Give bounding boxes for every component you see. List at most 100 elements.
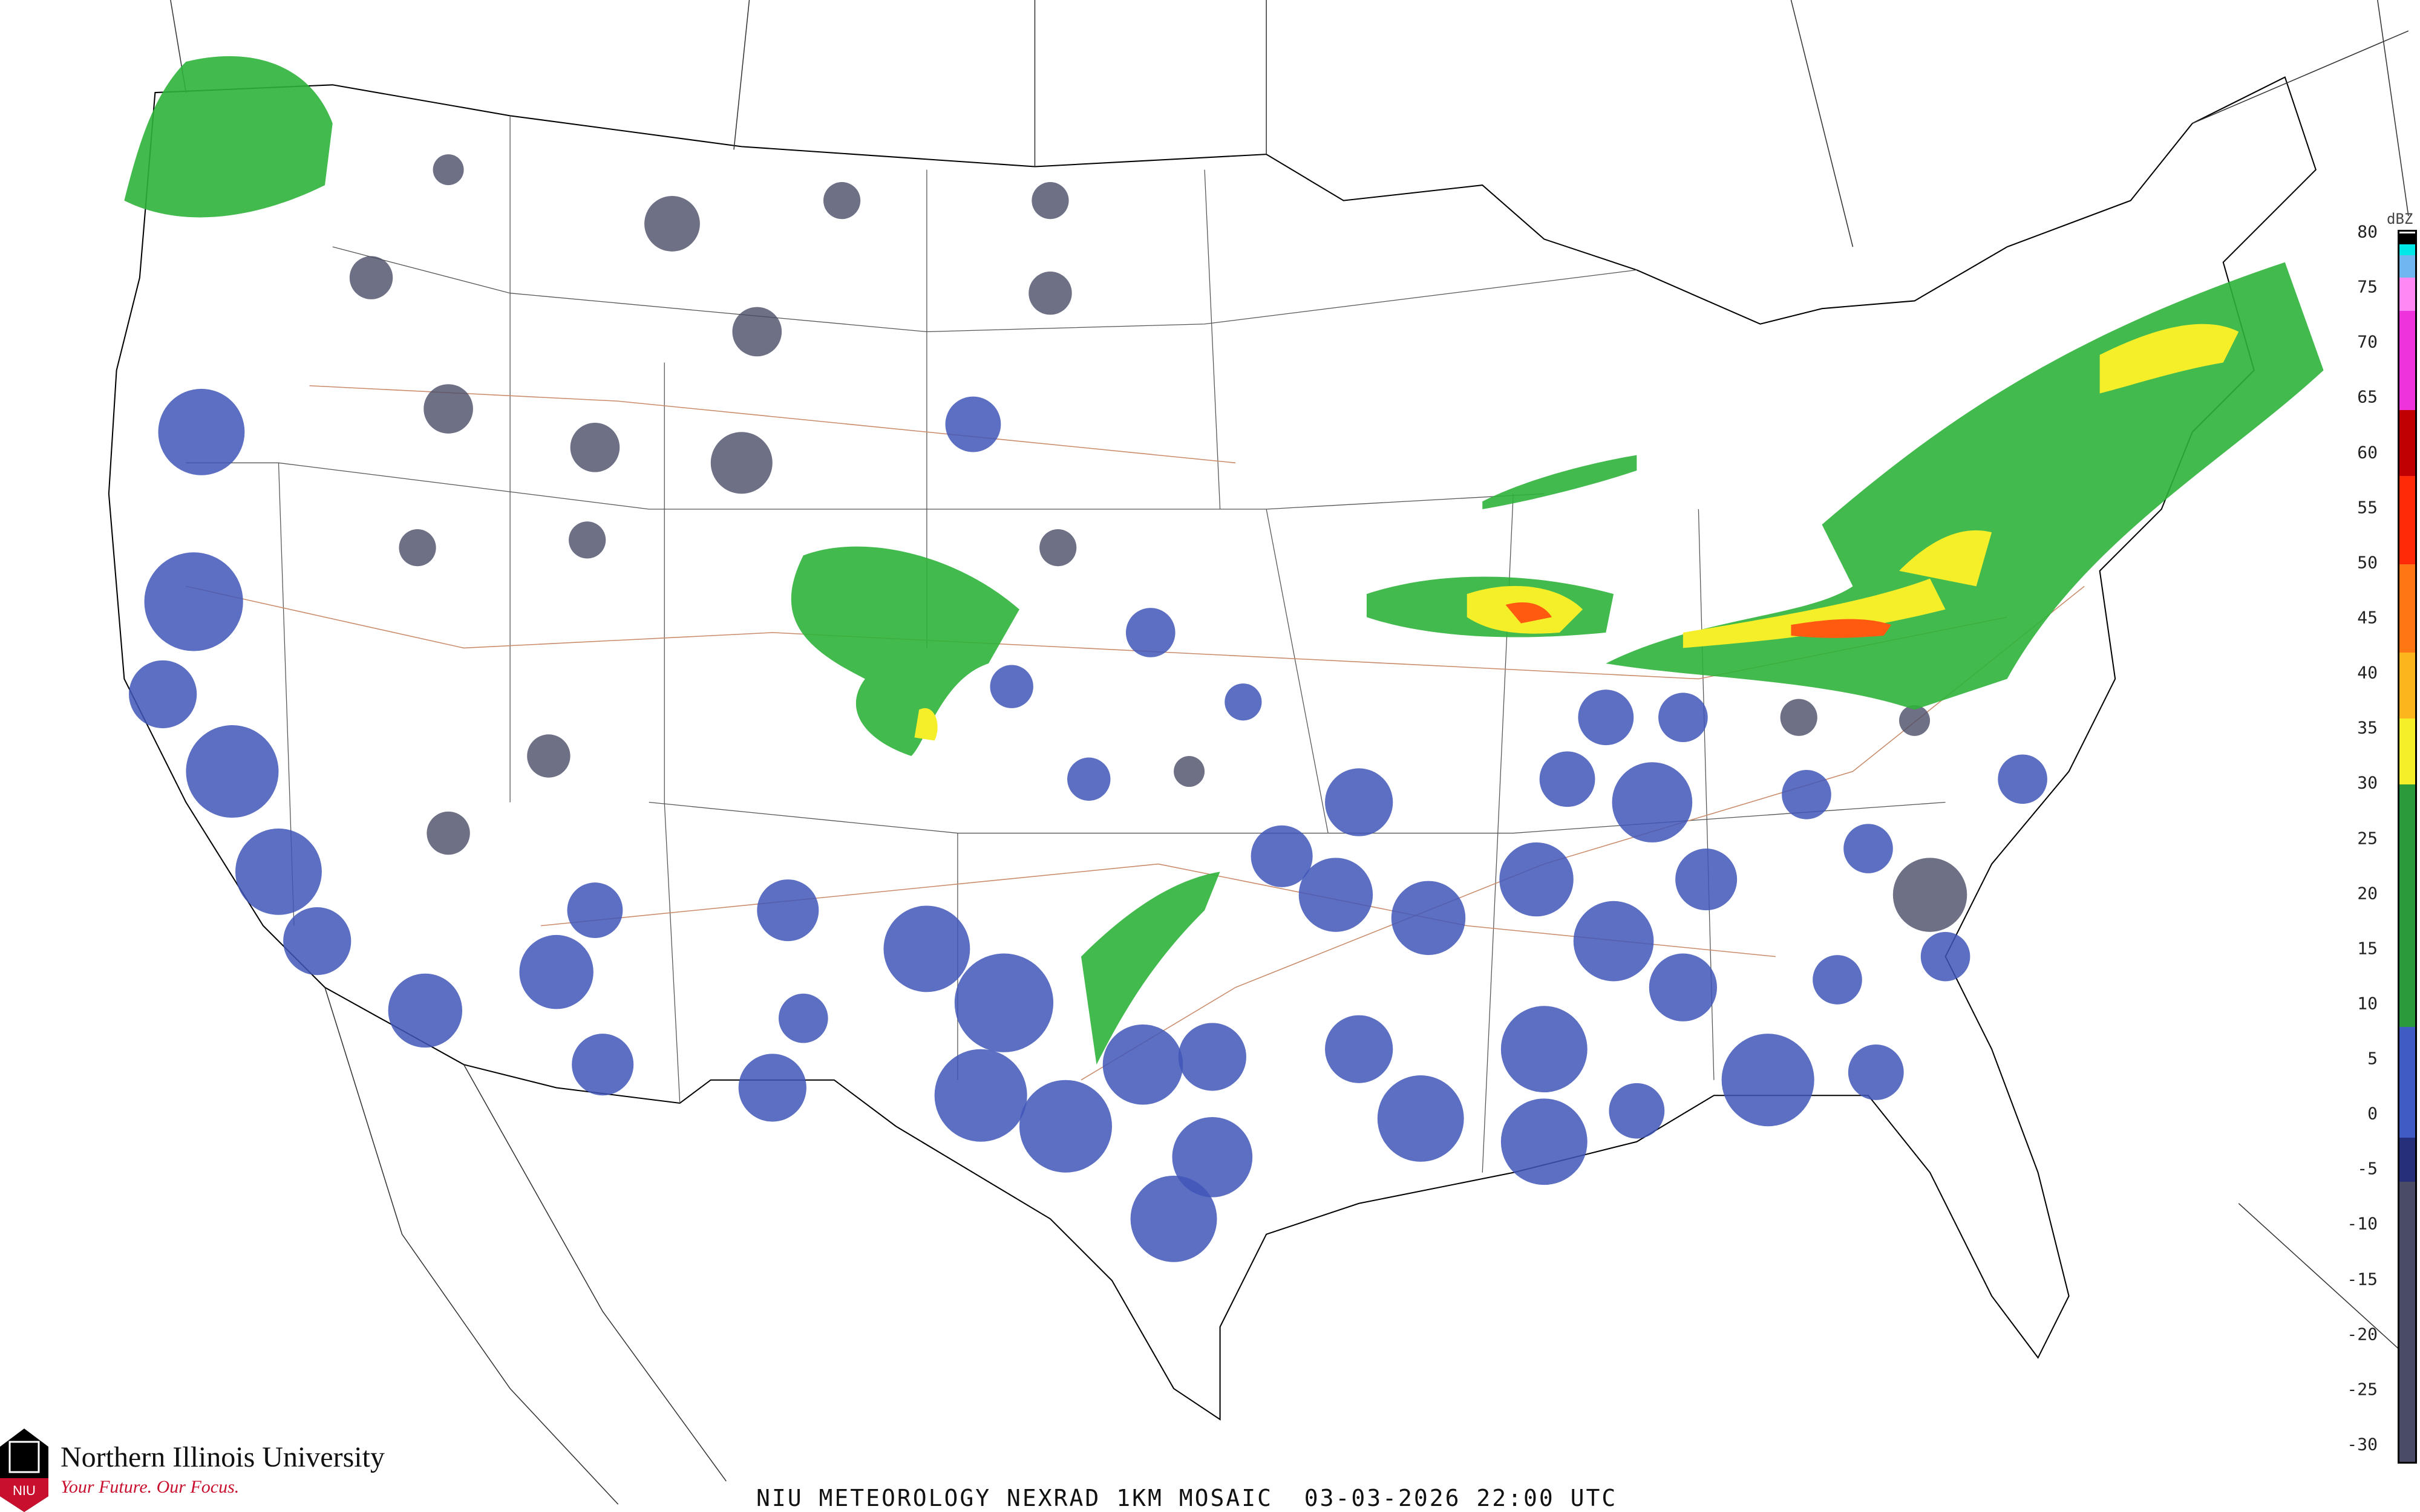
radar-echo-light [1780,699,1817,736]
state-border [332,246,1637,333]
legend-tick-label: 70 [2357,331,2378,352]
radar-echoes [129,154,2047,1262]
radar-echo-weak [235,828,322,915]
legend-color-segment [2399,719,2415,785]
boundary-line [1790,0,1854,247]
radar-echo-light [427,811,470,855]
radar-echo-weak [1102,1024,1183,1105]
map-caption: NIU METEOROLOGY NEXRAD 1KM MOSAIC 03-03-… [756,1485,1618,1511]
state-border [649,801,1946,834]
radar-echo-weak [1843,824,1893,873]
radar-echo-weak [1573,901,1654,982]
radar-echo-light [732,307,782,357]
radar-echo-light [349,256,393,299]
radar-echo-light [570,422,620,472]
boundary-line [2238,1203,2409,1358]
boundary-line [2192,30,2409,124]
radar-echo-weak [1130,1175,1217,1262]
radar-echo-weak [283,907,352,976]
legend-tick-label: 0 [2367,1103,2378,1124]
radar-echo-weak [883,905,970,992]
legend-tick-label: -30 [2347,1434,2378,1455]
dbz-color-legend [2398,230,2417,1464]
radar-echo-light [1899,705,1931,736]
radar-echo-weak [990,665,1033,708]
interstate-road [1081,585,2085,1081]
legend-tick-label: 65 [2357,386,2378,407]
radar-echo-light [569,521,606,559]
radar-echo-light [1039,529,1077,567]
legend-tick-label: -25 [2347,1379,2378,1400]
radar-echo-light [644,195,700,252]
radar-echo-weak [1067,757,1111,801]
radar-echo-light [1028,271,1072,315]
legend-tick-label: 60 [2357,442,2378,463]
legend-tick-label: 75 [2357,276,2378,297]
radar-echo-weak [1658,692,1708,743]
radar-echo-weak [1721,1034,1814,1127]
legend-color-segment [2399,310,2415,410]
state-border [664,802,681,1104]
legend-tick-label: -15 [2347,1269,2378,1289]
precip-core-heavy [1683,578,1946,648]
radar-echo-weak [1019,1080,1113,1173]
radar-echo-weak [934,1049,1027,1142]
legend-color-segment [2399,1137,2415,1182]
legend-unit: dBZ [2387,210,2413,227]
precip-band-moderate [1081,872,1220,1065]
precip-core-heavy [1899,530,1992,587]
legend-tick-label: 30 [2357,772,2378,793]
radar-echo-weak [567,882,623,939]
legend-color-segment [2399,233,2415,245]
legend-color-segment [2399,255,2415,278]
conus-border [108,76,2317,1421]
radar-echo-weak [954,953,1054,1052]
legend-color-segment [2399,652,2415,719]
radar-echo-weak [1578,689,1634,746]
precip-bands [124,56,2324,1065]
radar-echo-weak [738,1054,806,1122]
radar-echo-weak [778,993,828,1043]
legend-color-segment [2399,244,2415,256]
radar-echo-weak [186,725,279,818]
radar-echo-light [1892,858,1967,932]
radar-echo-weak [1649,953,1718,1022]
radar-echo-weak [1920,931,1970,982]
radar-echo-weak [572,1034,634,1096]
legend-color-segment [2399,1027,2415,1138]
boundary-line [324,987,619,1505]
radar-echo-weak [945,396,1001,452]
radar-echo-weak [519,934,594,1009]
radar-echo-weak [388,973,463,1048]
boundary-line [463,1064,727,1482]
legend-tick-label: 50 [2357,552,2378,573]
radar-echo-weak [1391,881,1466,956]
niu-logo: NIU [0,1429,48,1512]
legend-color-segment [2399,564,2415,653]
state-border [278,462,1545,510]
legend-tick-label: -10 [2347,1213,2378,1234]
radar-echo-light [823,182,861,220]
radar-echo-light [424,384,473,434]
legend-tick-label: 80 [2357,221,2378,242]
radar-echo-weak [1782,769,1831,820]
country-outline [108,0,2409,1505]
university-name: Northern Illinois University [60,1441,385,1473]
precip-band-moderate [124,56,333,218]
radar-echo-weak [158,388,245,475]
radar-echo-weak [1325,768,1393,836]
radar-echo-weak [1609,1083,1665,1139]
legend-tick-label: 20 [2357,883,2378,904]
legend-tick-label: -5 [2357,1158,2378,1179]
radar-echo-light [1032,182,1069,220]
precip-band-moderate [1482,455,1637,509]
boundary-line [733,0,750,150]
legend-color-segment [2399,476,2415,564]
radar-echo-weak [129,660,197,729]
precip-core-heavy [1791,619,1892,638]
legend-tick-label: 10 [2357,993,2378,1014]
legend-color-segment [2399,277,2415,311]
boundary-line [2377,0,2409,217]
state-border [1266,509,1329,833]
